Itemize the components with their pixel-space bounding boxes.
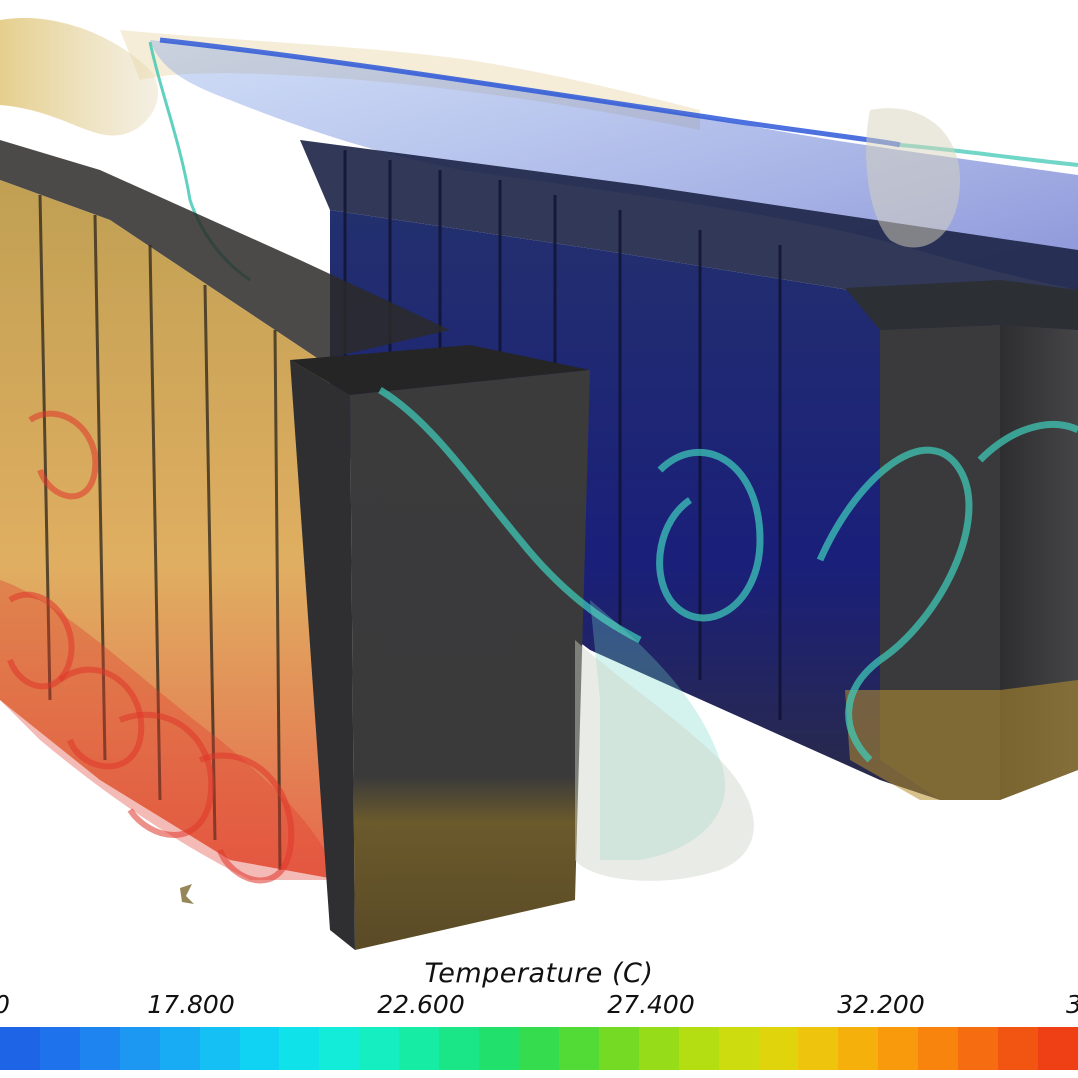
colorbar-swatch [598, 1027, 639, 1070]
colorbar-swatch [998, 1027, 1038, 1070]
colorbar-tick-label: 27.400 [607, 990, 695, 1019]
colorbar-swatch [918, 1027, 959, 1070]
colorbar-tick-label: 3 [1066, 990, 1078, 1019]
hot-isosurface-swirls [7, 410, 295, 884]
colorbar-swatch [399, 1027, 440, 1070]
front-rack-side [290, 360, 355, 950]
teal-isosurface-ribbons [378, 386, 1078, 763]
colorbar-tick-label: 17.800 [147, 990, 235, 1019]
right-end-rack-top [845, 280, 1078, 330]
front-rack-top [290, 345, 590, 395]
colorbar-tick-label: 22.600 [377, 990, 465, 1019]
colorbar-swatch [638, 1027, 679, 1070]
colorbar-swatch [678, 1027, 719, 1070]
warm-isosurface-top [0, 18, 159, 136]
colorbar-swatch [0, 1027, 40, 1070]
cool-isosurface-edge [159, 37, 901, 148]
colorbar-swatch [798, 1027, 839, 1070]
colorbar-swatch [159, 1027, 200, 1070]
right-rack-row-top [300, 140, 1078, 300]
colorbar-swatch [958, 1027, 999, 1070]
colorbar-tick-label: 0 [0, 990, 10, 1019]
colorbar-tick-label: 32.200 [837, 990, 925, 1019]
front-rack-face [350, 370, 590, 950]
colorbar-swatch [558, 1027, 599, 1070]
teal-isosurface-sheet [590, 600, 726, 860]
colorbar-swatch [359, 1027, 400, 1070]
colorbar-swatch [79, 1027, 120, 1070]
ambient-isosurface-lower [575, 640, 754, 881]
colorbar-swatch [119, 1027, 160, 1070]
colorbar-swatch [279, 1027, 320, 1070]
colorbar-swatch [319, 1027, 360, 1070]
colorbar-swatch [718, 1027, 759, 1070]
right-end-rack-front [880, 325, 1000, 800]
temperature-colorbar [0, 1027, 1078, 1070]
left-rack-row-top [0, 140, 450, 360]
ambient-isosurface-right [866, 108, 960, 248]
colorbar-swatch [838, 1027, 879, 1070]
colorbar-swatch [439, 1027, 480, 1070]
right-end-rack-side [1000, 325, 1078, 800]
left-rack-row-front [0, 180, 340, 880]
colorbar-swatch [39, 1027, 80, 1070]
colorbar-swatch [199, 1027, 240, 1070]
colorbar-swatch [479, 1027, 519, 1070]
isosurface-fragment [180, 884, 194, 904]
colorbar-swatch [758, 1027, 799, 1070]
colorbar-title: Temperature (C) [424, 958, 654, 989]
colorbar-swatch [239, 1027, 280, 1070]
colorbar-swatch [878, 1027, 919, 1070]
colorbar-swatch [1037, 1027, 1078, 1070]
colorbar-swatch [518, 1027, 559, 1070]
right-end-rack-warm-band [845, 680, 1078, 800]
hot-isosurface-fill [0, 580, 340, 880]
